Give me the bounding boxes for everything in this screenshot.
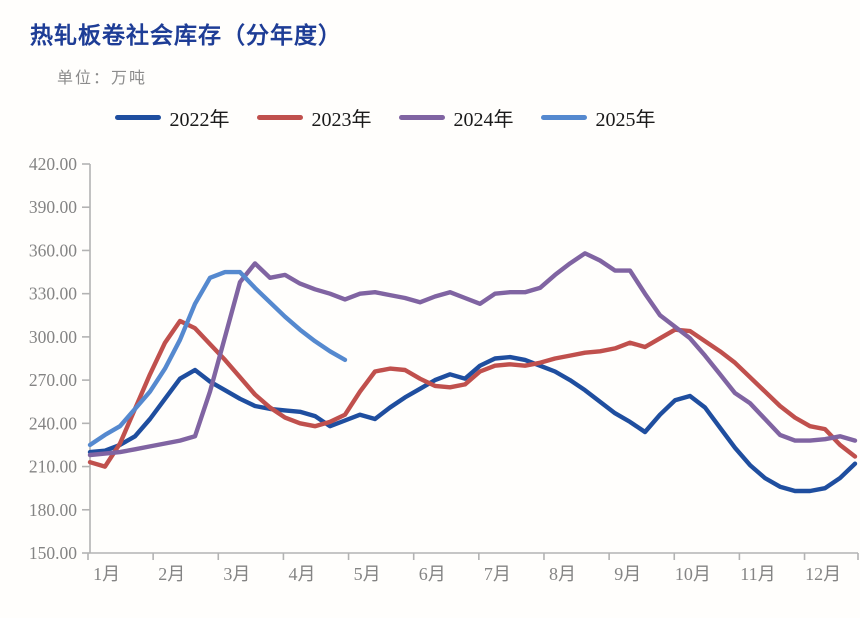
unit-label: 单位：万吨	[57, 70, 148, 87]
legend-swatch-2025年	[540, 115, 587, 120]
y-tick-label: 270.00	[29, 370, 77, 390]
legend-item-2022年: 2022年	[114, 103, 230, 132]
y-tick-label: 150.00	[29, 543, 77, 563]
y-tick-label: 210.00	[29, 457, 77, 477]
x-tick-label: 11月	[740, 564, 775, 584]
y-tick-label: 360.00	[29, 240, 77, 260]
series-line-2025年	[87, 269, 348, 448]
legend-label: 2023年	[311, 109, 372, 131]
x-tick-label: 6月	[419, 564, 446, 584]
legend-swatch-2022年	[114, 115, 161, 120]
legend-item-2025年: 2025年	[540, 103, 656, 132]
x-tick-label: 3月	[223, 564, 250, 584]
x-tick-label: 9月	[614, 564, 641, 584]
x-tick-label: 8月	[549, 564, 576, 584]
legend-item-2023年: 2023年	[256, 103, 372, 132]
y-tick-label: 330.00	[29, 284, 77, 304]
series-line-2022年	[87, 354, 858, 494]
x-tick-label: 7月	[484, 564, 511, 584]
legend-swatch-2023年	[256, 115, 303, 120]
y-tick-label: 180.00	[29, 500, 77, 520]
legend: 2022年 2023年 2024年 2025年	[60, 103, 710, 132]
legend-label: 2025年	[595, 109, 656, 131]
legend-label: 2024年	[453, 109, 514, 131]
x-tick-label: 4月	[288, 564, 315, 584]
series-line-2024年	[87, 251, 858, 458]
y-tick-label: 300.00	[29, 327, 77, 347]
x-tick-label: 2月	[158, 564, 185, 584]
series-line-2023年	[87, 318, 858, 469]
x-tick-label: 10月	[675, 564, 711, 584]
legend-item-2024年: 2024年	[398, 103, 514, 132]
x-tick-label: 12月	[805, 564, 841, 584]
legend-swatch-2024年	[398, 115, 445, 120]
legend-label: 2022年	[169, 109, 230, 131]
x-tick-label: 5月	[354, 564, 381, 584]
y-tick-label: 420.00	[29, 154, 77, 174]
page-title: 热轧板卷社会库存（分年度）	[30, 23, 342, 48]
y-tick-label: 240.00	[29, 413, 77, 433]
y-tick-label: 390.00	[29, 197, 77, 217]
x-tick-label: 1月	[93, 564, 120, 584]
